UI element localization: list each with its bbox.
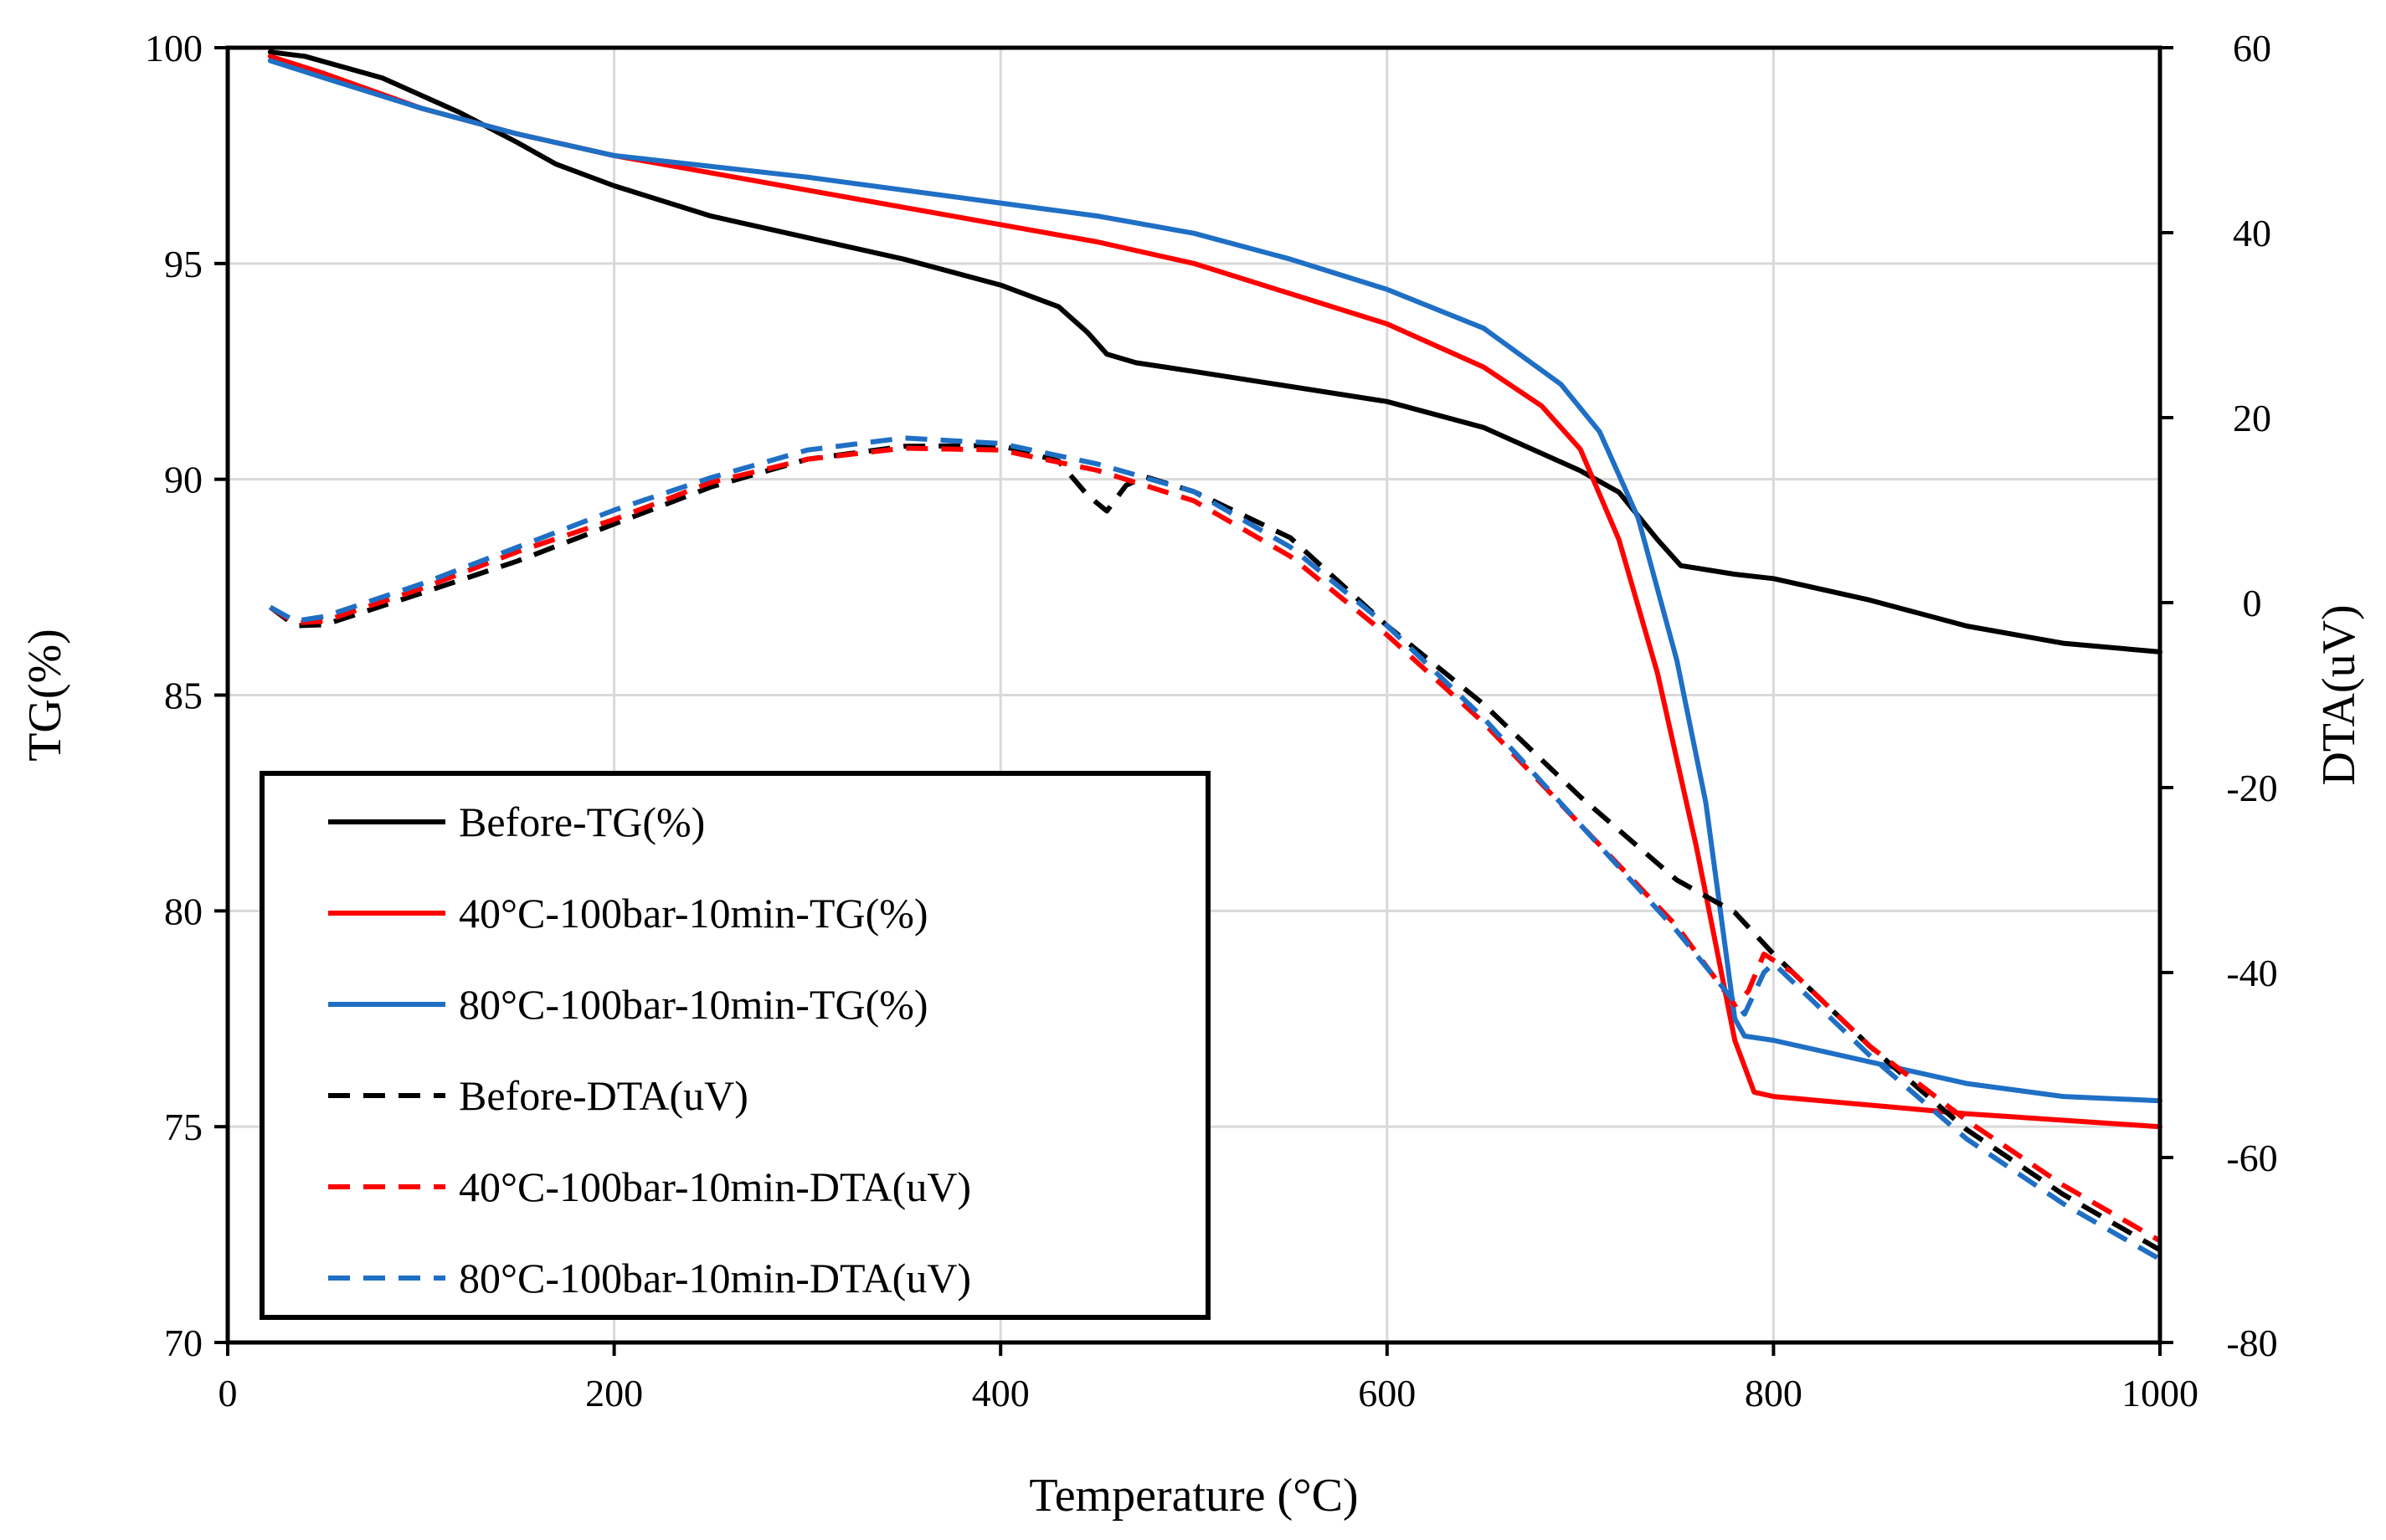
legend-label: 80°C-100bar-10min-TG(%) [459, 981, 928, 1028]
legend: Before-TG(%) 40°C-100bar-10min-TG(%) 80°C-… [260, 771, 1211, 1320]
legend-entry-40-c-100bar-10min-tg: 40°C-100bar-10min-TG(%) [328, 890, 928, 937]
y-tick-label: 80 [164, 890, 203, 932]
legend-label: 40°C-100bar-10min-TG(%) [459, 890, 928, 937]
legend-entry-before-tg: Before-TG(%) [328, 798, 705, 845]
legend-label: Before-TG(%) [459, 798, 705, 845]
series-line-80-c-100bar-10min-dta-uv [269, 435, 2162, 1262]
series-line-80-c-100bar-10min-tg [267, 58, 2162, 1104]
y-tick-label: 100 [145, 27, 203, 69]
legend-entry-80-c-100bar-10min-dta-uv: 80°C-100bar-10min-DTA(uV) [328, 1255, 971, 1301]
y-tick-label: 95 [164, 243, 203, 285]
y2-tick-label: 60 [2233, 27, 2271, 69]
legend-entry-80-c-100bar-10min-tg: 80°C-100bar-10min-TG(%) [328, 981, 928, 1028]
y-tick-label: 70 [164, 1322, 203, 1364]
y2-tick-label: -20 [2226, 767, 2277, 809]
y2-axis-title: DTA(uV) [2313, 604, 2365, 785]
y-tick-label: 85 [164, 675, 203, 717]
y2-tick-label: 0 [2243, 582, 2262, 624]
legend-entry-before-dta-uv: Before-DTA(uV) [328, 1072, 748, 1119]
x-tick-label: 400 [972, 1372, 1030, 1414]
x-tick-label: 200 [585, 1372, 643, 1414]
y2-tick-label: 40 [2233, 212, 2271, 254]
y2-tick-label: -40 [2226, 952, 2277, 994]
x-tick-label: 1000 [2121, 1372, 2198, 1414]
series-line-before-dta-uv [269, 443, 2162, 1253]
y2-tick-label: -80 [2226, 1322, 2277, 1364]
series-layer [267, 49, 2162, 1262]
x-tick-label: 800 [1745, 1372, 1802, 1414]
series-line-before-tg [267, 49, 2162, 654]
legend-label: Before-DTA(uV) [459, 1072, 748, 1119]
legend-label: 40°C-100bar-10min-DTA(uV) [459, 1163, 971, 1210]
legend-box [260, 771, 1211, 1320]
y-tick-label: 90 [164, 459, 203, 501]
legend-entry-40-c-100bar-10min-dta-uv: 40°C-100bar-10min-DTA(uV) [328, 1163, 971, 1210]
legend-label: 80°C-100bar-10min-DTA(uV) [459, 1255, 971, 1301]
x-axis-title: Temperature (°C) [1029, 1470, 1358, 1522]
y-axis-title: TG(%) [19, 629, 71, 762]
axis-ticks [214, 46, 2173, 1356]
y2-tick-label: 20 [2233, 397, 2271, 439]
x-tick-label: 0 [219, 1372, 238, 1414]
y-tick-label: 75 [164, 1106, 203, 1148]
y2-tick-label: -60 [2226, 1137, 2277, 1179]
series-line-40-c-100bar-10min-dta-uv [269, 445, 2162, 1244]
tick-labels: 0 200 400 600 800 1000707580859095100-80-60-4… [145, 27, 2278, 1414]
x-tick-label: 600 [1358, 1372, 1416, 1414]
